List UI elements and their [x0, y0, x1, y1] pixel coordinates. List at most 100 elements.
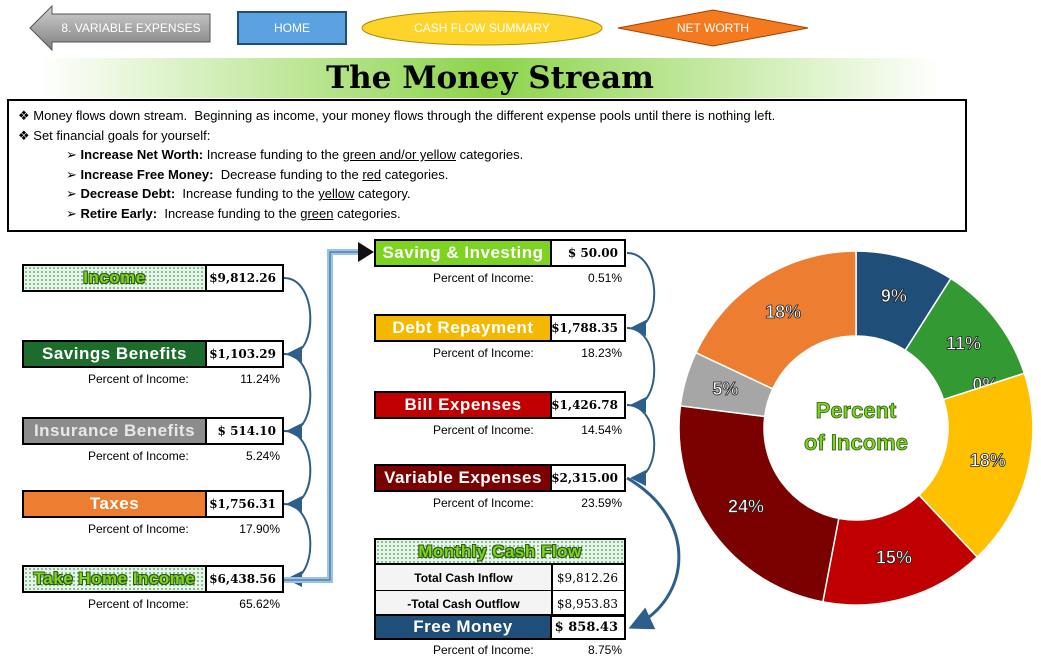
cash-flow-button-shape[interactable] — [361, 10, 603, 46]
goal-line: Increase Net Worth: Increase funding to … — [18, 145, 958, 165]
flow-arrow — [283, 353, 312, 439]
percent-label: Percent of Income: — [433, 496, 534, 510]
cash-flow-row-value: $8,953.83 — [552, 591, 626, 617]
flow-arrows — [283, 252, 681, 630]
net-worth-button[interactable]: NET WORTH — [676, 21, 750, 35]
category-label: Taxes — [22, 490, 207, 518]
goal-highlight: yellow — [318, 186, 355, 201]
note-line: Set financial goals for yourself: — [18, 126, 958, 146]
goal-label: Decrease Debt: — [80, 186, 176, 201]
goal-text: categories. — [333, 205, 401, 221]
slice-label: 15% — [876, 547, 912, 567]
free-money-label: Free Money — [374, 614, 552, 640]
category-amount: $1,103.29 — [207, 340, 284, 368]
percent-label: Percent of Income: — [88, 597, 189, 611]
notes: Money flows down stream. Beginning as in… — [18, 106, 958, 228]
cash-flow-row-label: -Total Cash Outflow — [374, 591, 552, 617]
free-money-amount: $ 858.43 — [552, 614, 626, 640]
category-amount: $ 50.00 — [552, 239, 626, 267]
percent-value: 18.23% — [581, 346, 622, 360]
percent-value: 17.90% — [239, 522, 280, 536]
goal-text: Increase funding to the — [203, 147, 343, 162]
percent-label: Percent of Income: — [433, 643, 534, 657]
title-banner — [40, 58, 940, 98]
category-amount: $9,812.26 — [207, 264, 284, 292]
page-title: The Money Stream — [326, 60, 654, 96]
category-label: Insurance Benefits — [22, 417, 207, 445]
goal-text: Decrease funding to the — [213, 166, 363, 182]
category-amount: $1,788.35 — [551, 314, 626, 342]
flow-arrow — [626, 327, 656, 413]
goal-line: Decrease Debt: Increase funding to the y… — [18, 184, 958, 204]
flow-arrow — [283, 277, 312, 362]
donut-center-label: Percent — [816, 398, 897, 423]
goal-line: Retire Early: Increase funding to the gr… — [18, 204, 958, 224]
net-worth-button-shape[interactable] — [617, 9, 809, 47]
flow-arrow — [626, 252, 656, 336]
category-label: Variable Expenses — [374, 464, 552, 492]
percent-label: Percent of Income: — [433, 271, 534, 285]
slice-label: 18% — [765, 302, 801, 322]
flow-arrow — [283, 430, 312, 512]
category-label: Saving & Investing — [374, 239, 552, 267]
home-button-shape[interactable] — [237, 11, 347, 45]
category-label: Savings Benefits — [22, 340, 207, 368]
percent-label: Percent of Income: — [433, 346, 534, 360]
goal-text: categories. — [381, 166, 449, 182]
category-label: Debt Repayment — [374, 314, 552, 342]
slice-label: 5% — [712, 379, 738, 399]
category-amount: $6,438.56 — [207, 565, 284, 593]
category-label: Bill Expenses — [374, 391, 552, 419]
flow-arrow — [283, 503, 312, 587]
category-amount: $2,315.00 — [551, 464, 626, 492]
category-label: Take Home Income — [22, 565, 207, 593]
slice-label: 9% — [881, 286, 907, 306]
slice-label: 11% — [946, 333, 981, 353]
goal-highlight: green and/or yellow — [342, 147, 457, 162]
percent-value: 0.51% — [587, 271, 622, 285]
percent-value: 23.59% — [581, 496, 622, 510]
percent-value: 11.24% — [240, 372, 280, 386]
flow-arrow — [626, 476, 681, 630]
donut-center-label: of Income — [804, 430, 908, 455]
goal-line: Increase Free Money: Decrease funding to… — [18, 165, 958, 185]
goal-label: Increase Free Money: — [80, 166, 214, 182]
cash-flow-row-value: $9,812.26 — [552, 565, 626, 591]
goal-text: Increase funding to the — [175, 186, 319, 201]
percent-value: 5.24% — [245, 449, 280, 463]
goal-highlight: red — [362, 166, 382, 182]
cash-flow-row-label: Total Cash Inflow — [374, 565, 552, 591]
take-home-flow-edge — [284, 251, 360, 581]
goal-highlight: green — [300, 205, 334, 221]
goal-label: Increase Net Worth: — [80, 147, 204, 162]
category-amount: $ 514.10 — [207, 417, 284, 445]
percent-label: Percent of Income: — [88, 522, 189, 536]
goal-text: category. — [354, 186, 411, 201]
category-amount: $1,756.31 — [207, 490, 284, 518]
category-amount: $1,426.78 — [551, 391, 626, 419]
percent-value: 14.54% — [581, 423, 622, 437]
percent-value: 65.62% — [239, 597, 280, 611]
note-line: Money flows down stream. Beginning as in… — [18, 106, 958, 126]
percent-value: 8.75% — [587, 643, 622, 657]
goal-text: Increase funding to the — [157, 205, 301, 221]
back-button[interactable]: 8. VARIABLE EXPENSES — [61, 21, 201, 35]
flow-arrow — [626, 404, 656, 486]
donut-slice — [917, 372, 1034, 559]
category-label: Income — [22, 264, 207, 292]
percent-label: Percent of Income: — [433, 423, 534, 437]
take-home-arrowhead — [358, 242, 374, 262]
cash-flow-title: Monthly Cash Flow — [374, 538, 626, 565]
cash-flow-button[interactable]: CASH FLOW SUMMARY — [414, 21, 550, 35]
goal-label: Retire Early: — [80, 205, 158, 221]
home-button[interactable]: HOME — [274, 21, 310, 35]
donut-slice — [694, 250, 857, 390]
take-home-flow — [284, 249, 360, 583]
slice-label: 24% — [728, 497, 764, 517]
donut-slice — [678, 404, 840, 603]
slice-label: 18% — [970, 451, 1006, 471]
back-button-shape[interactable] — [29, 4, 211, 52]
goal-text: categories. — [456, 147, 524, 162]
